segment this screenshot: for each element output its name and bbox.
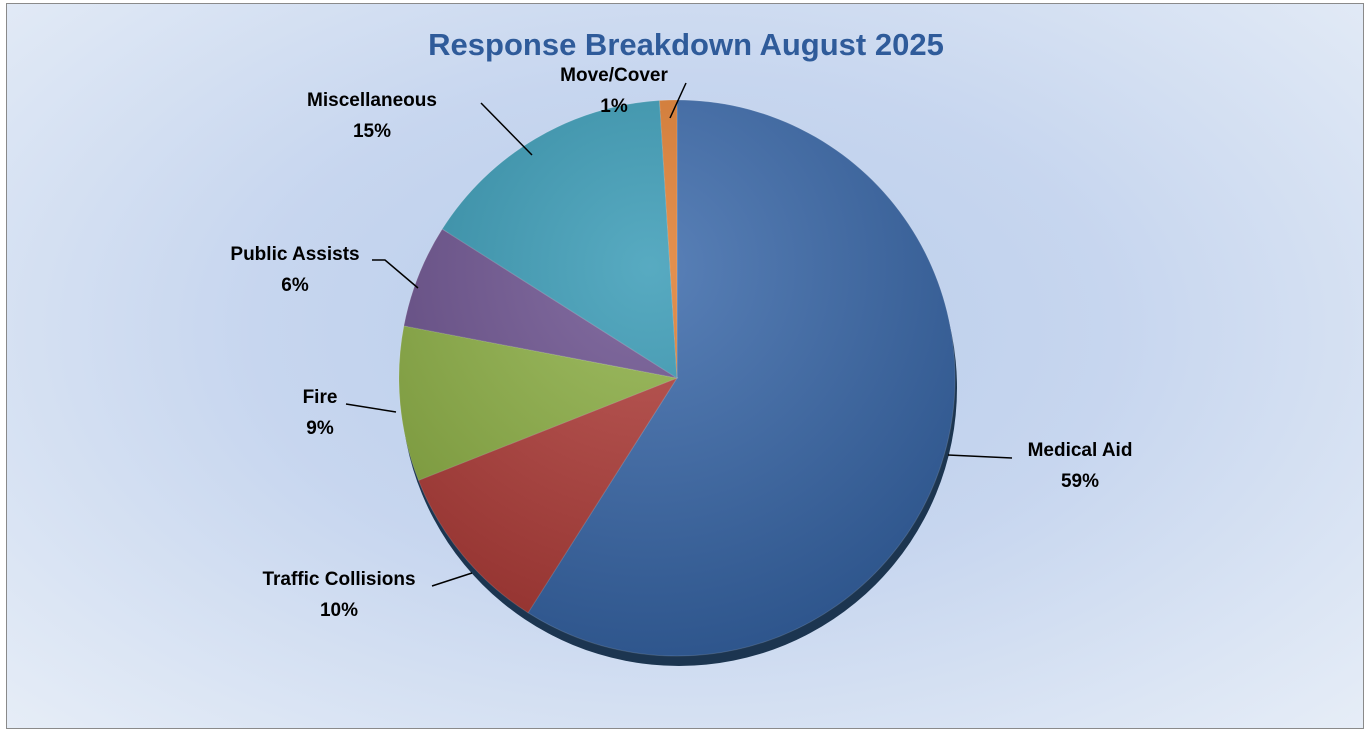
slice-percent: 9% bbox=[306, 418, 334, 439]
leader-line-medical-aid bbox=[947, 454, 1013, 459]
slice-name: Medical Aid bbox=[1028, 440, 1133, 461]
slice-label-traffic-collisions: Traffic Collisions 10% bbox=[262, 569, 415, 621]
leader-line-move-cover bbox=[669, 82, 687, 119]
leader-line-public-assists bbox=[372, 259, 419, 289]
slice-name: Traffic Collisions bbox=[262, 569, 415, 590]
slice-name: Miscellaneous bbox=[307, 90, 437, 111]
pie-slices bbox=[398, 99, 956, 657]
slice-name: Move/Cover bbox=[560, 65, 668, 86]
slice-percent: 59% bbox=[1061, 471, 1099, 492]
slice-percent: 15% bbox=[353, 121, 391, 142]
chart-title: Response Breakdown August 2025 bbox=[428, 27, 944, 62]
slice-label-public-assists: Public Assists 6% bbox=[230, 244, 359, 296]
slice-label-move-cover: Move/Cover 1% bbox=[560, 65, 668, 117]
slice-percent: 6% bbox=[281, 275, 309, 296]
leader-line-traffic-collisions bbox=[431, 572, 473, 587]
slice-percent: 1% bbox=[600, 96, 628, 117]
slice-name: Fire bbox=[303, 387, 338, 408]
slice-percent: 10% bbox=[320, 600, 358, 621]
leader-line-miscellaneous bbox=[480, 102, 533, 156]
slice-name: Public Assists bbox=[230, 244, 359, 265]
leader-line-fire bbox=[345, 403, 397, 413]
slice-label-miscellaneous: Miscellaneous 15% bbox=[307, 90, 437, 142]
slice-label-fire: Fire 9% bbox=[303, 387, 338, 439]
slice-label-medical-aid: Medical Aid 59% bbox=[1028, 440, 1133, 492]
